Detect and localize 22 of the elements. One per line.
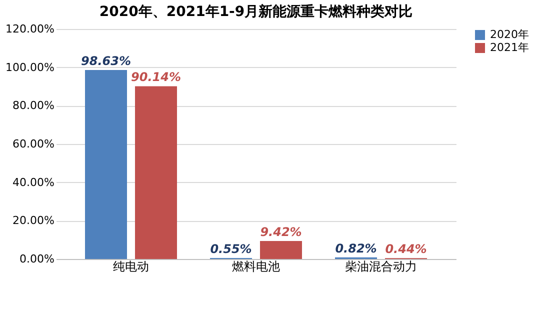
y-tick-label: 100.00% [6, 60, 54, 74]
y-tick-label: 120.00% [6, 22, 54, 36]
data-label: 0.82% [335, 241, 377, 256]
data-label: 90.14% [131, 70, 181, 84]
data-label: 9.42% [260, 224, 302, 239]
chart-title: 2020年、2021年1-9月新能源重卡燃料种类对比 [99, 3, 413, 20]
bar [260, 240, 302, 259]
y-tick-label: 80.00% [12, 99, 54, 112]
x-tick-label: 纯电动 [113, 260, 149, 274]
y-tick-label: 40.00% [12, 176, 54, 189]
data-label: 98.63% [81, 54, 131, 68]
legend-label: 2021年 [490, 41, 529, 54]
bar [85, 70, 127, 259]
x-tick-label: 燃料电池 [232, 260, 280, 274]
bar [135, 86, 177, 259]
y-tick-label: 60.00% [12, 138, 54, 150]
data-label: 0.55% [210, 242, 252, 256]
x-tick-label: 柴油混合动力 [345, 260, 417, 274]
y-tick-label: 0.00% [20, 252, 54, 266]
data-label: 0.44% [385, 242, 427, 256]
legend-label: 2020年 [490, 28, 529, 41]
y-tick-label: 20.00% [12, 214, 54, 228]
